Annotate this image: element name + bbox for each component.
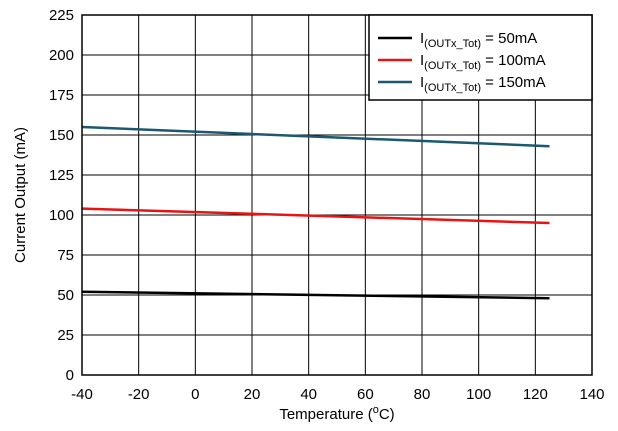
legend-label: I(OUTx_Tot) = 50mA bbox=[420, 30, 537, 50]
y-tick-label: 200 bbox=[49, 47, 74, 64]
legend-label-prefix: I bbox=[420, 30, 424, 47]
legend-label: I(OUTx_Tot) = 150mA bbox=[420, 74, 546, 94]
y-tick-label: 175 bbox=[49, 87, 74, 104]
y-tick-label: 225 bbox=[49, 7, 74, 24]
x-tick-label: 140 bbox=[579, 386, 604, 403]
y-tick-label: 150 bbox=[49, 127, 74, 144]
legend-label-prefix: I bbox=[420, 52, 424, 69]
y-tick-label: 125 bbox=[49, 167, 74, 184]
y-tick-label: 0 bbox=[66, 367, 74, 384]
legend-label-prefix: I bbox=[420, 74, 424, 91]
x-axis-label-superscript: o bbox=[373, 404, 379, 416]
x-tick-label: 80 bbox=[414, 386, 431, 403]
x-tick-label: -20 bbox=[128, 386, 150, 403]
x-tick-label: -40 bbox=[71, 386, 93, 403]
x-tick-label: 100 bbox=[466, 386, 491, 403]
x-tick-label: 40 bbox=[300, 386, 317, 403]
series-line bbox=[81, 125, 550, 148]
x-tick-label: 120 bbox=[523, 386, 548, 403]
plot-frame bbox=[81, 14, 593, 376]
x-axis-label-tail: C) bbox=[379, 406, 395, 423]
y-tick-label: 25 bbox=[57, 327, 74, 344]
legend-label-suffix: = 50mA bbox=[481, 30, 537, 47]
y-tick-labels: 0 25 50 75 100 125 150 175 200 225 bbox=[49, 7, 74, 384]
y-tick-label: 100 bbox=[49, 207, 74, 224]
legend-label-suffix: = 100mA bbox=[481, 52, 546, 69]
series-lines bbox=[81, 125, 550, 300]
legend-label-subscript: (OUTx_Tot) bbox=[424, 38, 481, 50]
y-tick-label: 75 bbox=[57, 247, 74, 264]
x-tick-label: 0 bbox=[191, 386, 199, 403]
x-tick-labels: -40 -20 0 20 40 60 80 100 120 140 bbox=[71, 386, 604, 403]
x-tick-label: 20 bbox=[244, 386, 261, 403]
legend-label-suffix: = 150mA bbox=[481, 74, 546, 91]
series-line bbox=[81, 207, 550, 225]
y-axis-label: Current Output (mA) bbox=[12, 127, 29, 263]
x-tick-label: 60 bbox=[357, 386, 374, 403]
legend-label-subscript: (OUTx_Tot) bbox=[424, 82, 481, 94]
x-axis-label-main: Temperature ( bbox=[279, 406, 372, 423]
series-line bbox=[81, 290, 550, 300]
legend-label: I(OUTx_Tot) = 100mA bbox=[420, 52, 546, 72]
legend-box bbox=[368, 14, 593, 101]
legend-label-subscript: (OUTx_Tot) bbox=[424, 60, 481, 72]
y-tick-label: 50 bbox=[57, 287, 74, 304]
x-axis-label: Temperature (oC) bbox=[279, 404, 394, 423]
